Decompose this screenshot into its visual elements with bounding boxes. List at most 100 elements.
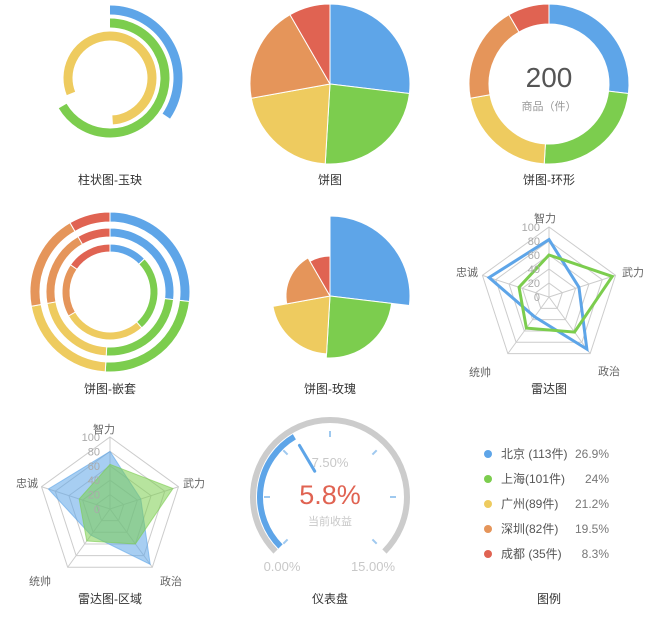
radar-axis-label-0: 智力 (534, 211, 556, 225)
caption-donut: 饼图-环形 (523, 173, 575, 187)
radar-area-tick-label-3: 40 (88, 475, 100, 487)
radar-area-tick-label-2: 60 (88, 461, 100, 473)
radar-area-tick-label-5: 0 (94, 504, 100, 516)
donut-slice-4 (508, 3, 550, 33)
gauge-value-arc (257, 434, 296, 549)
rose-slice-1 (325, 295, 393, 359)
radar-area-series-1 (78, 463, 174, 545)
caption-radar: 雷达图 (531, 382, 567, 396)
pie-slice-3 (249, 14, 331, 99)
legend-dot-2 (484, 500, 492, 508)
radar-area-tick-label-0: 100 (82, 432, 100, 444)
nested-ring-2-slice-3 (61, 264, 78, 317)
radar-area-axis-label-3: 统帅 (29, 575, 51, 588)
gauge-mid-label: 7.50% (312, 455, 349, 470)
radar-tick-label-4: 20 (528, 278, 540, 290)
legend-dot-3 (484, 525, 492, 533)
gauge-sub-label: 当前收益 (308, 514, 352, 528)
legend-name-1: 上海(101件) (501, 471, 565, 486)
rose-pie-chart (272, 215, 411, 359)
radar-series-0 (486, 237, 589, 353)
radar-tick-label-2: 60 (528, 250, 540, 262)
radar-spoke-4 (482, 274, 550, 298)
nested-pie-chart (29, 211, 191, 373)
rose-slice-3 (285, 257, 331, 305)
radar-series-1 (517, 253, 615, 334)
radar-area-axis-label-4: 忠诚 (16, 477, 38, 490)
caption-radar-area: 雷达图-区域 (78, 592, 142, 606)
donut-center-value: 200 (526, 62, 573, 93)
pie-slice-0 (329, 3, 411, 95)
radial-bar-1 (58, 18, 170, 138)
caption-nested: 饼图-嵌套 (84, 382, 136, 396)
radar-grid-5 (481, 226, 617, 355)
radar-tick-label-1: 80 (528, 236, 540, 248)
radar-axis-label-2: 政治 (598, 364, 620, 378)
gauge-track (250, 417, 410, 554)
rose-slice-4 (309, 255, 331, 298)
radar-grid-2 (521, 268, 577, 321)
pie-slice-2 (250, 83, 331, 165)
legend-dot-0 (484, 450, 492, 458)
radar-area-tick-label-4: 20 (88, 490, 100, 502)
radar-tick-label-0: 100 (522, 222, 540, 234)
radar-area-grid-5 (40, 436, 180, 568)
nested-ring-2-slice-4 (69, 243, 111, 270)
gauge-tick-4 (371, 449, 378, 456)
gauge-tick-6 (371, 538, 378, 545)
legend-dot-4 (484, 550, 492, 558)
gauge-min-label: 0.00% (264, 559, 301, 574)
radial-bar-0 (109, 5, 183, 119)
caption-rose: 饼图-玫瑰 (304, 381, 356, 396)
gauge-value: 5.8% (299, 480, 361, 510)
gauge-needle (297, 443, 317, 473)
radar-axis-label-1: 武力 (622, 266, 644, 279)
legend-name-2: 广州(89件) (501, 497, 558, 511)
radar-axis-label-3: 统帅 (469, 366, 491, 379)
gauge-tick-2 (282, 449, 289, 456)
radar-spoke-1 (548, 274, 616, 298)
nested-ring-1-slice-4 (77, 227, 111, 246)
pie-slice-1 (324, 83, 410, 165)
radar-area-axis-label-1: 武力 (183, 477, 205, 490)
radial-bar-2 (63, 31, 157, 125)
radar-area-axis-label-0: 智力 (93, 422, 115, 436)
legend-dot-1 (484, 475, 492, 483)
legend-percent-4: 8.3% (582, 547, 610, 561)
radar-grid-4 (495, 240, 603, 343)
pie-chart (249, 3, 411, 165)
radar-tick-label-5: 0 (534, 292, 540, 304)
legend-percent-0: 26.9% (575, 447, 609, 461)
nested-ring-2-slice-2 (67, 311, 143, 341)
rose-slice-2 (272, 295, 331, 355)
rose-slice-0 (329, 215, 411, 307)
caption-gauge: 仪表盘 (312, 591, 348, 606)
legend-percent-2: 21.2% (575, 497, 609, 511)
radar-area-tick-label-1: 80 (88, 446, 100, 458)
donut-chart (468, 3, 630, 165)
gauge-max-label: 15.00% (351, 559, 396, 574)
caption-pie: 饼图 (318, 173, 342, 187)
legend-name-4: 成都 (35件) (501, 547, 562, 561)
caption-radial-bar: 柱状图-玉玦 (78, 172, 142, 187)
legend: 北京 (113件) 26.9% 上海(101件) 24% 广州(89件) 21.2% 深圳(… (484, 447, 609, 561)
donut-center-label: 商品（件） (522, 99, 577, 113)
nested-ring-2-slice-0 (109, 243, 146, 265)
radar-area-axis-label-2: 政治 (160, 574, 182, 588)
nested-ring-2-slice-1 (135, 258, 159, 329)
legend-percent-1: 24% (585, 472, 609, 486)
gauge-chart (250, 417, 410, 554)
donut-slice-3 (468, 14, 520, 99)
pie-slice-4 (289, 3, 331, 86)
radar-tick-label-3: 40 (528, 264, 540, 276)
radar-grid-1 (535, 282, 563, 309)
radar-spoke-2 (548, 296, 591, 354)
nested-ring-0-slice-4 (69, 211, 111, 233)
radar-axis-label-4: 忠诚 (456, 266, 478, 279)
radial-bar-chart (58, 5, 183, 138)
legend-name-0: 北京 (113件) (501, 447, 567, 461)
legend-name-3: 深圳(82件) (501, 522, 558, 536)
